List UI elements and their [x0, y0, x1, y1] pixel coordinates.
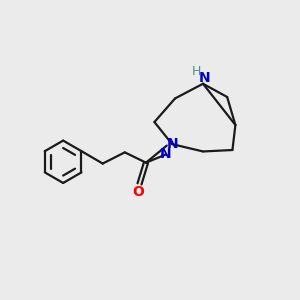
Text: H: H — [192, 65, 201, 78]
Text: N: N — [160, 147, 172, 161]
Text: O: O — [132, 185, 144, 199]
Text: N: N — [166, 137, 178, 151]
Text: N: N — [199, 71, 210, 85]
